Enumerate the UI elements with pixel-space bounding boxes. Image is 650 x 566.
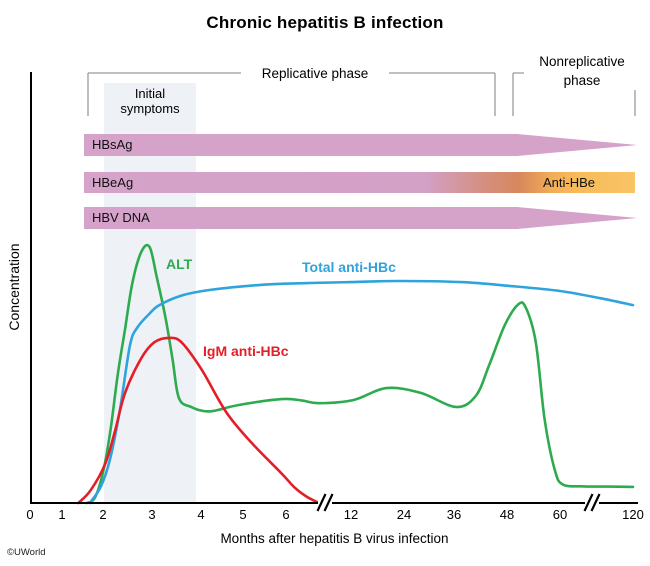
x-tick-label: 120 [622,507,644,522]
x-axis-label: Months after hepatitis B virus infection [220,531,449,546]
x-tick-label: 6 [282,507,290,522]
phase-label-replicative: Replicative phase [241,66,389,82]
marker-label-hbv-dna: HBV DNA [92,210,150,225]
phase-label-nonreplicative: Nonreplicative phase [524,52,640,90]
watermark: ©UWorld [7,547,46,558]
x-tick-label: 24 [396,507,412,522]
x-tick-label: 48 [499,507,515,522]
initial-symptoms-label: Initial symptoms [120,86,180,116]
x-tick-label: 36 [446,507,462,522]
y-axis-label: Concentration [6,243,22,331]
chart-title: Chronic hepatitis B infection [206,13,444,32]
x-tick-label: 2 [99,507,107,522]
x-tick-label: 0 [26,507,34,522]
x-tick-label: 12 [343,507,359,522]
x-tick-label: 5 [239,507,247,522]
curve-label-alt: ALT [166,256,193,272]
x-tick-label: 1 [58,507,66,522]
x-tick-labels: 0 1 2 3 4 5 6 12 24 36 48 60 120 [0,507,650,525]
x-tick-label: 60 [552,507,568,522]
curve-label-igm-anti-hbc: IgM anti-HBc [203,343,289,359]
curve-label-total-anti-hbc: Total anti-HBc [302,259,396,275]
marker-label-anti-hbe: Anti-HBe [543,175,596,190]
x-tick-label: 4 [197,507,205,522]
marker-label-hbeag: HBeAg [92,175,134,190]
x-tick-label: 3 [148,507,156,522]
marker-label-hbsag: HBsAg [92,137,133,152]
